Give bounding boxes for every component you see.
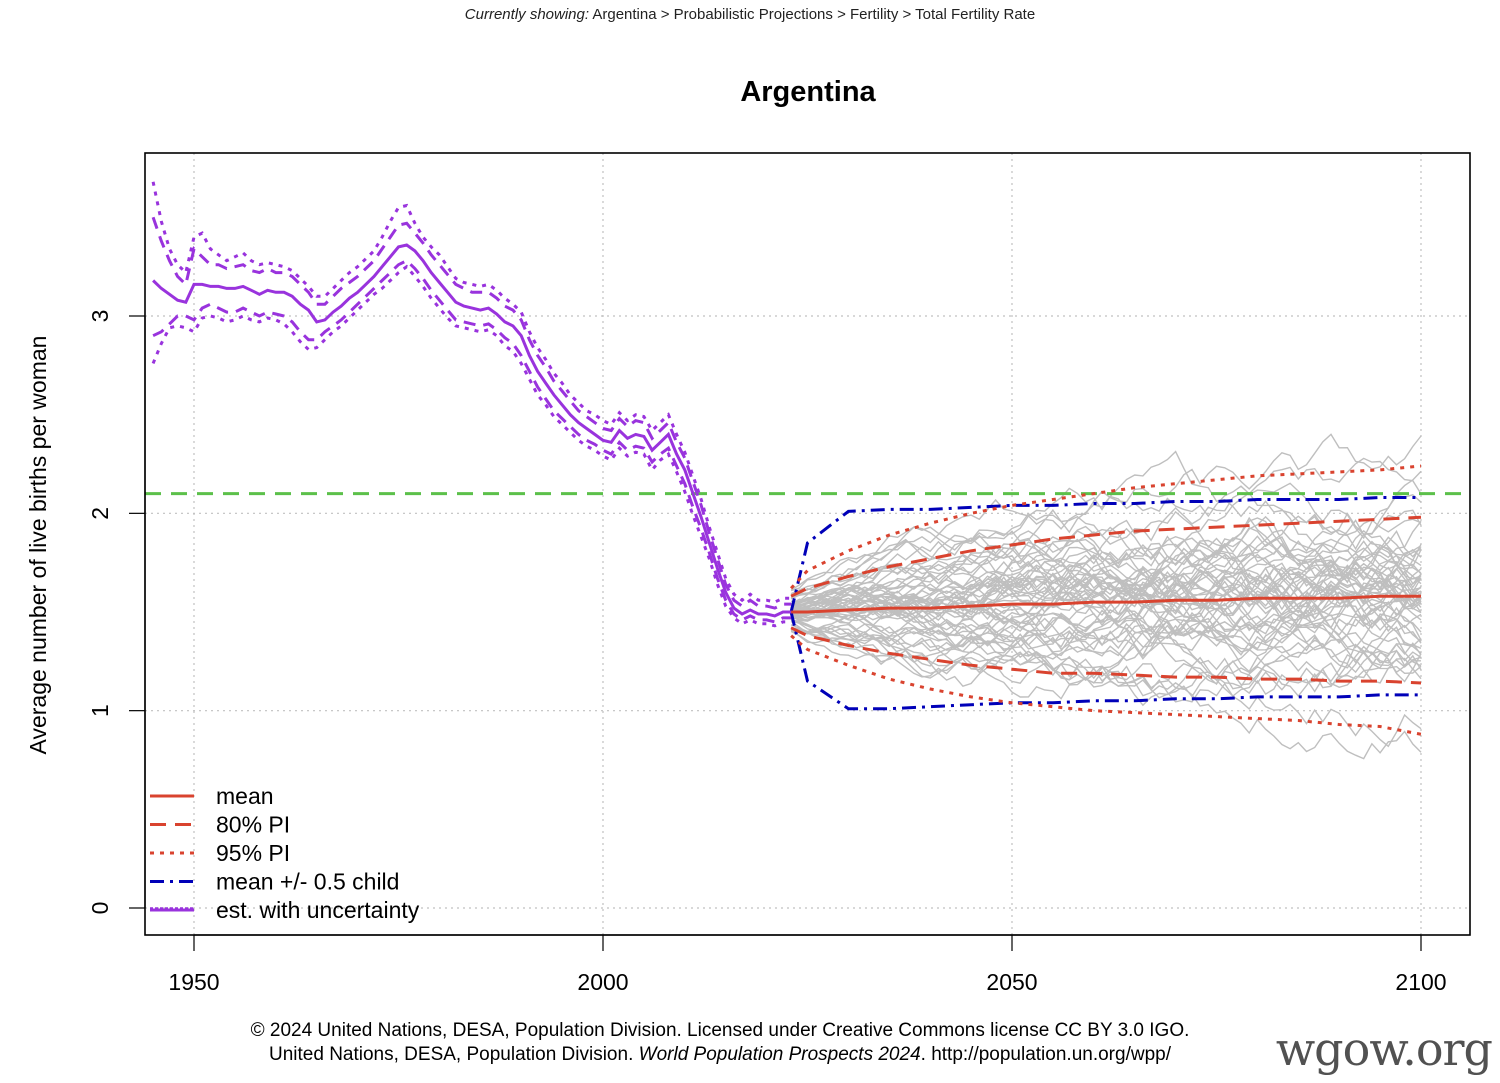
trajectory-line: [790, 494, 1422, 598]
trajectory-lines: [790, 433, 1422, 760]
estimate-mean-line: [152, 243, 792, 618]
citation-line: United Nations, DESA, Population Divisio…: [0, 1044, 1470, 1066]
trajectory-line: [790, 592, 1422, 644]
y-axis-label: Average number of live births per woman: [25, 336, 51, 755]
half-child-lower-line: [789, 611, 1421, 711]
x-tick-label: 2100: [1395, 969, 1446, 995]
legend-label: 95% PI: [216, 840, 290, 866]
breadcrumb: Currently showing: Argentina > Probabili…: [0, 6, 1500, 23]
x-axis: 1950 2000 2050 2100: [168, 934, 1447, 995]
pi95-upper-line: [789, 464, 1422, 590]
estimate-hi95-line: [151, 181, 792, 604]
y-tick-label: 2: [87, 507, 113, 520]
x-tick-label: 2050: [986, 969, 1037, 995]
estimate-lo80-line: [152, 258, 792, 624]
legend-label: est. with uncertainty: [216, 897, 420, 923]
legend-label: mean +/- 0.5 child: [216, 869, 399, 895]
copyright-line: © 2024 United Nations, DESA, Population …: [250, 1020, 1190, 1041]
x-tick-label: 1950: [168, 969, 219, 995]
projection-mean-line: [791, 594, 1421, 614]
trajectory-line: [790, 629, 1422, 748]
trajectory-line: [790, 515, 1422, 608]
trajectory-line: [790, 560, 1422, 645]
legend-label: mean: [216, 783, 274, 809]
y-tick-label: 1: [87, 704, 113, 717]
trajectory-line: [790, 615, 1422, 697]
estimate-hi80-line: [151, 216, 792, 610]
half-child-upper-line: [789, 496, 1421, 613]
x-tick-label: 2000: [577, 969, 628, 995]
chart-title: Argentina: [740, 76, 876, 108]
y-tick-label: 3: [87, 310, 113, 323]
citation-title: World Population Prospects 2024: [638, 1044, 921, 1065]
trajectory-line: [791, 568, 1422, 619]
y-axis: 0 1 2 3: [87, 310, 146, 915]
citation-pre: United Nations, DESA, Population Divisio…: [269, 1044, 634, 1065]
legend-label: 80% PI: [216, 812, 290, 838]
y-tick-label: 0: [87, 902, 113, 915]
breadcrumb-path: Argentina > Probabilistic Projections > …: [592, 6, 1036, 23]
breadcrumb-lead: Currently showing:: [464, 6, 590, 23]
trajectory-line: [791, 509, 1422, 603]
citation-url: . http://population.un.org/wpp/: [920, 1044, 1171, 1065]
trajectory-line: [790, 605, 1422, 681]
trajectory-line: [790, 623, 1422, 680]
trajectory-line: [790, 543, 1421, 606]
estimate-lo95-line: [151, 264, 792, 628]
pi80-lower-line: [790, 626, 1422, 685]
trajectory-line: [790, 433, 1422, 591]
trajectory-line: [790, 544, 1422, 632]
trajectory-line: [790, 630, 1422, 760]
watermark-logo: wgow.org: [1275, 1022, 1493, 1076]
trajectory-line: [791, 516, 1422, 596]
series-lines: [145, 181, 1470, 736]
trajectory-line: [790, 536, 1422, 608]
trajectory-line: [790, 529, 1422, 611]
pi80-upper-line: [790, 515, 1422, 598]
